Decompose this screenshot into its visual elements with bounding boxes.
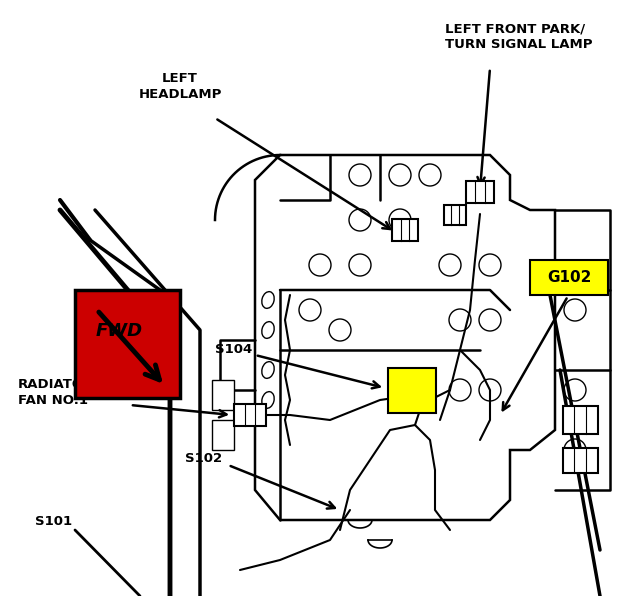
Bar xyxy=(75,290,180,398)
Bar xyxy=(212,420,234,450)
Bar xyxy=(530,260,608,295)
Text: S101: S101 xyxy=(35,515,72,528)
Bar xyxy=(563,406,598,434)
Text: S104: S104 xyxy=(215,343,252,356)
Bar xyxy=(388,368,436,413)
Bar xyxy=(563,448,598,473)
Bar xyxy=(444,205,466,225)
Text: S102: S102 xyxy=(185,452,222,465)
Text: FWD: FWD xyxy=(95,322,143,340)
Bar xyxy=(392,219,418,241)
Text: LEFT FRONT PARK/
TURN SIGNAL LAMP: LEFT FRONT PARK/ TURN SIGNAL LAMP xyxy=(445,22,593,51)
Text: G102: G102 xyxy=(547,270,591,285)
Bar xyxy=(212,380,234,410)
Text: RADIATOR
FAN NO.1: RADIATOR FAN NO.1 xyxy=(18,378,94,407)
Text: LEFT
HEADLAMP: LEFT HEADLAMP xyxy=(138,72,221,101)
Bar xyxy=(466,181,494,203)
Bar xyxy=(234,404,266,426)
